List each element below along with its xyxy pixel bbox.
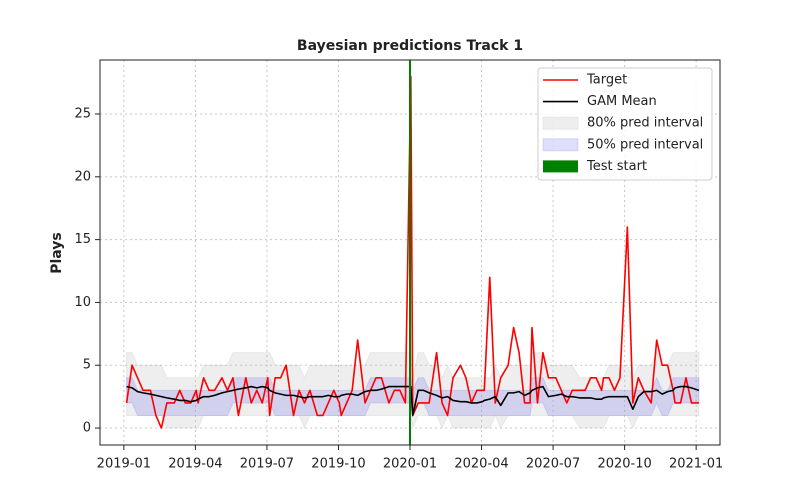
x-tick-label: 2019-07 <box>240 457 294 472</box>
legend-box <box>537 67 713 181</box>
y-tick-label: 5 <box>83 358 91 373</box>
legend-swatch <box>542 138 579 152</box>
y-tick-label: 0 <box>83 421 91 436</box>
x-tick-label: 2019-01 <box>97 457 151 472</box>
x-tick-label: 2020-01 <box>383 457 437 472</box>
x-tick-label: 2020-07 <box>526 457 580 472</box>
y-tick-label: 20 <box>74 169 91 184</box>
legend-label: Test start <box>586 159 647 174</box>
legend-label: Target <box>586 73 627 88</box>
x-tick-label: 2020-04 <box>454 457 508 472</box>
legend-label: 50% pred interval <box>587 137 703 152</box>
series-line <box>126 385 700 417</box>
x-tick-label: 2020-10 <box>597 457 651 472</box>
legend-label: 80% pred interval <box>587 116 703 131</box>
plot-frame <box>99 59 721 446</box>
chart-title: Bayesian predictions Track 1 <box>297 38 523 54</box>
y-tick-label: 25 <box>74 107 91 122</box>
y-axis-label: Plays <box>49 232 65 274</box>
x-tick-label: 2019-10 <box>311 457 365 472</box>
x-tick-label: 2021-01 <box>669 457 723 472</box>
y-tick-label: 10 <box>74 295 91 310</box>
legend-swatch <box>542 116 579 130</box>
legend-label: GAM Mean <box>587 94 657 109</box>
legend-swatch <box>543 160 578 173</box>
x-tick-label: 2019-04 <box>168 457 222 472</box>
y-tick-label: 15 <box>74 232 91 247</box>
